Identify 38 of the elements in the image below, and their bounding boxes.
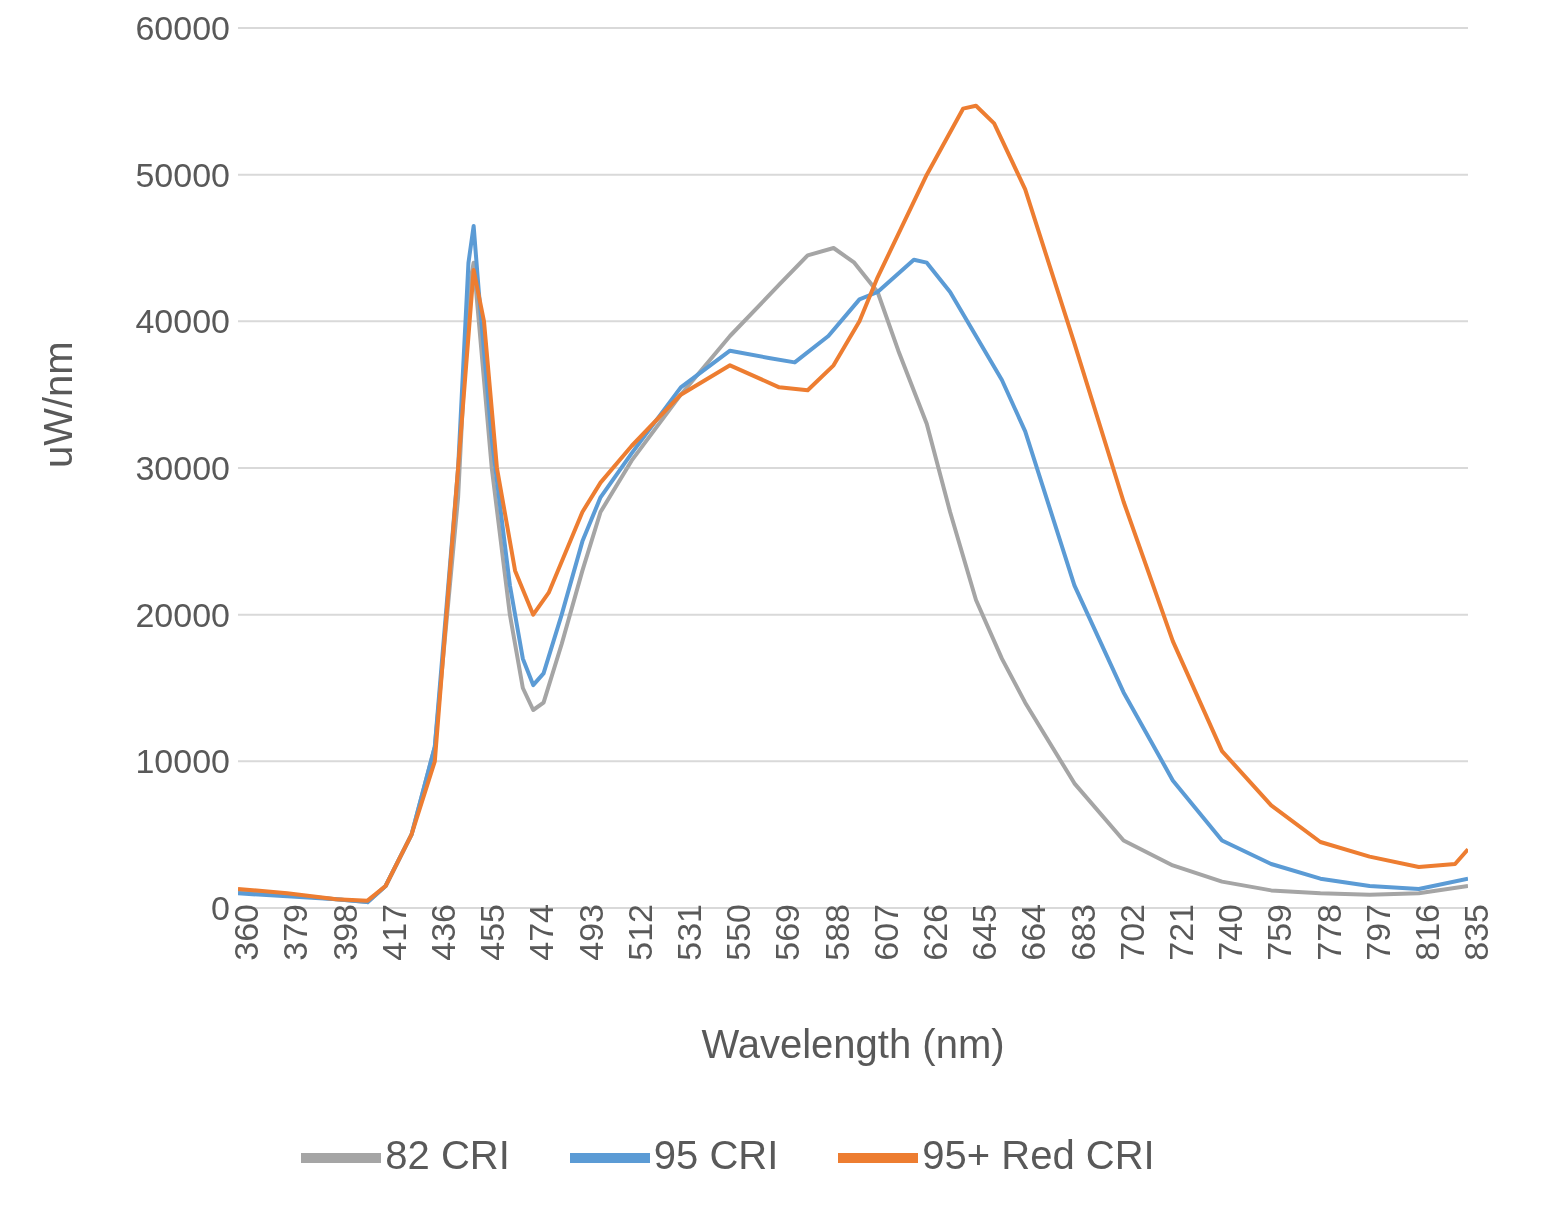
line-series	[238, 103, 1468, 903]
x-axis-title: Wavelength (nm)	[701, 1022, 1005, 1066]
x-tick-label: 835	[1457, 904, 1496, 961]
x-tick-label: 797	[1358, 904, 1397, 961]
y-tick-label: 0	[211, 889, 230, 928]
y-tick-label: 60000	[135, 9, 230, 48]
legend-label: 82 CRI	[385, 1132, 510, 1177]
x-tick-label: 816	[1407, 904, 1446, 961]
x-tick-label: 759	[1260, 904, 1299, 961]
x-tick-label: 569	[768, 904, 807, 961]
x-tick-label: 740	[1211, 904, 1250, 961]
legend-label: 95+ Red CRI	[922, 1132, 1155, 1177]
x-tick-label: 683	[1063, 904, 1102, 961]
y-axis-title: uW/nm	[36, 341, 81, 468]
x-tick-label: 702	[1112, 904, 1151, 961]
x-tick-label: 645	[965, 904, 1004, 961]
y-tick-label: 40000	[135, 302, 230, 341]
x-tick-label: 607	[866, 904, 905, 961]
legend-label: 95 CRI	[653, 1132, 779, 1177]
x-tick-label: 474	[522, 904, 561, 961]
y-tick-label: 30000	[135, 449, 230, 488]
y-tick-label: 10000	[135, 742, 230, 781]
x-tick-label: 721	[1161, 904, 1200, 961]
x-tick-label: 664	[1014, 904, 1053, 961]
y-tick-label: 20000	[135, 595, 230, 634]
x-tick-label: 379	[276, 904, 315, 961]
x-tick-label: 512	[620, 904, 659, 961]
x-tick-label: 531	[669, 904, 708, 961]
x-tick-label: 493	[571, 904, 610, 961]
x-tick-label: 417	[374, 904, 413, 961]
x-tick-label: 550	[719, 904, 758, 961]
y-tick-label: 50000	[135, 155, 230, 194]
x-tick-label: 626	[915, 904, 954, 961]
x-tick-label: 455	[473, 904, 512, 961]
x-tick-label: 778	[1309, 904, 1348, 961]
x-tick-label: 398	[325, 904, 364, 961]
x-tick-label: 436	[423, 904, 462, 961]
x-tick-label: 588	[817, 904, 856, 961]
